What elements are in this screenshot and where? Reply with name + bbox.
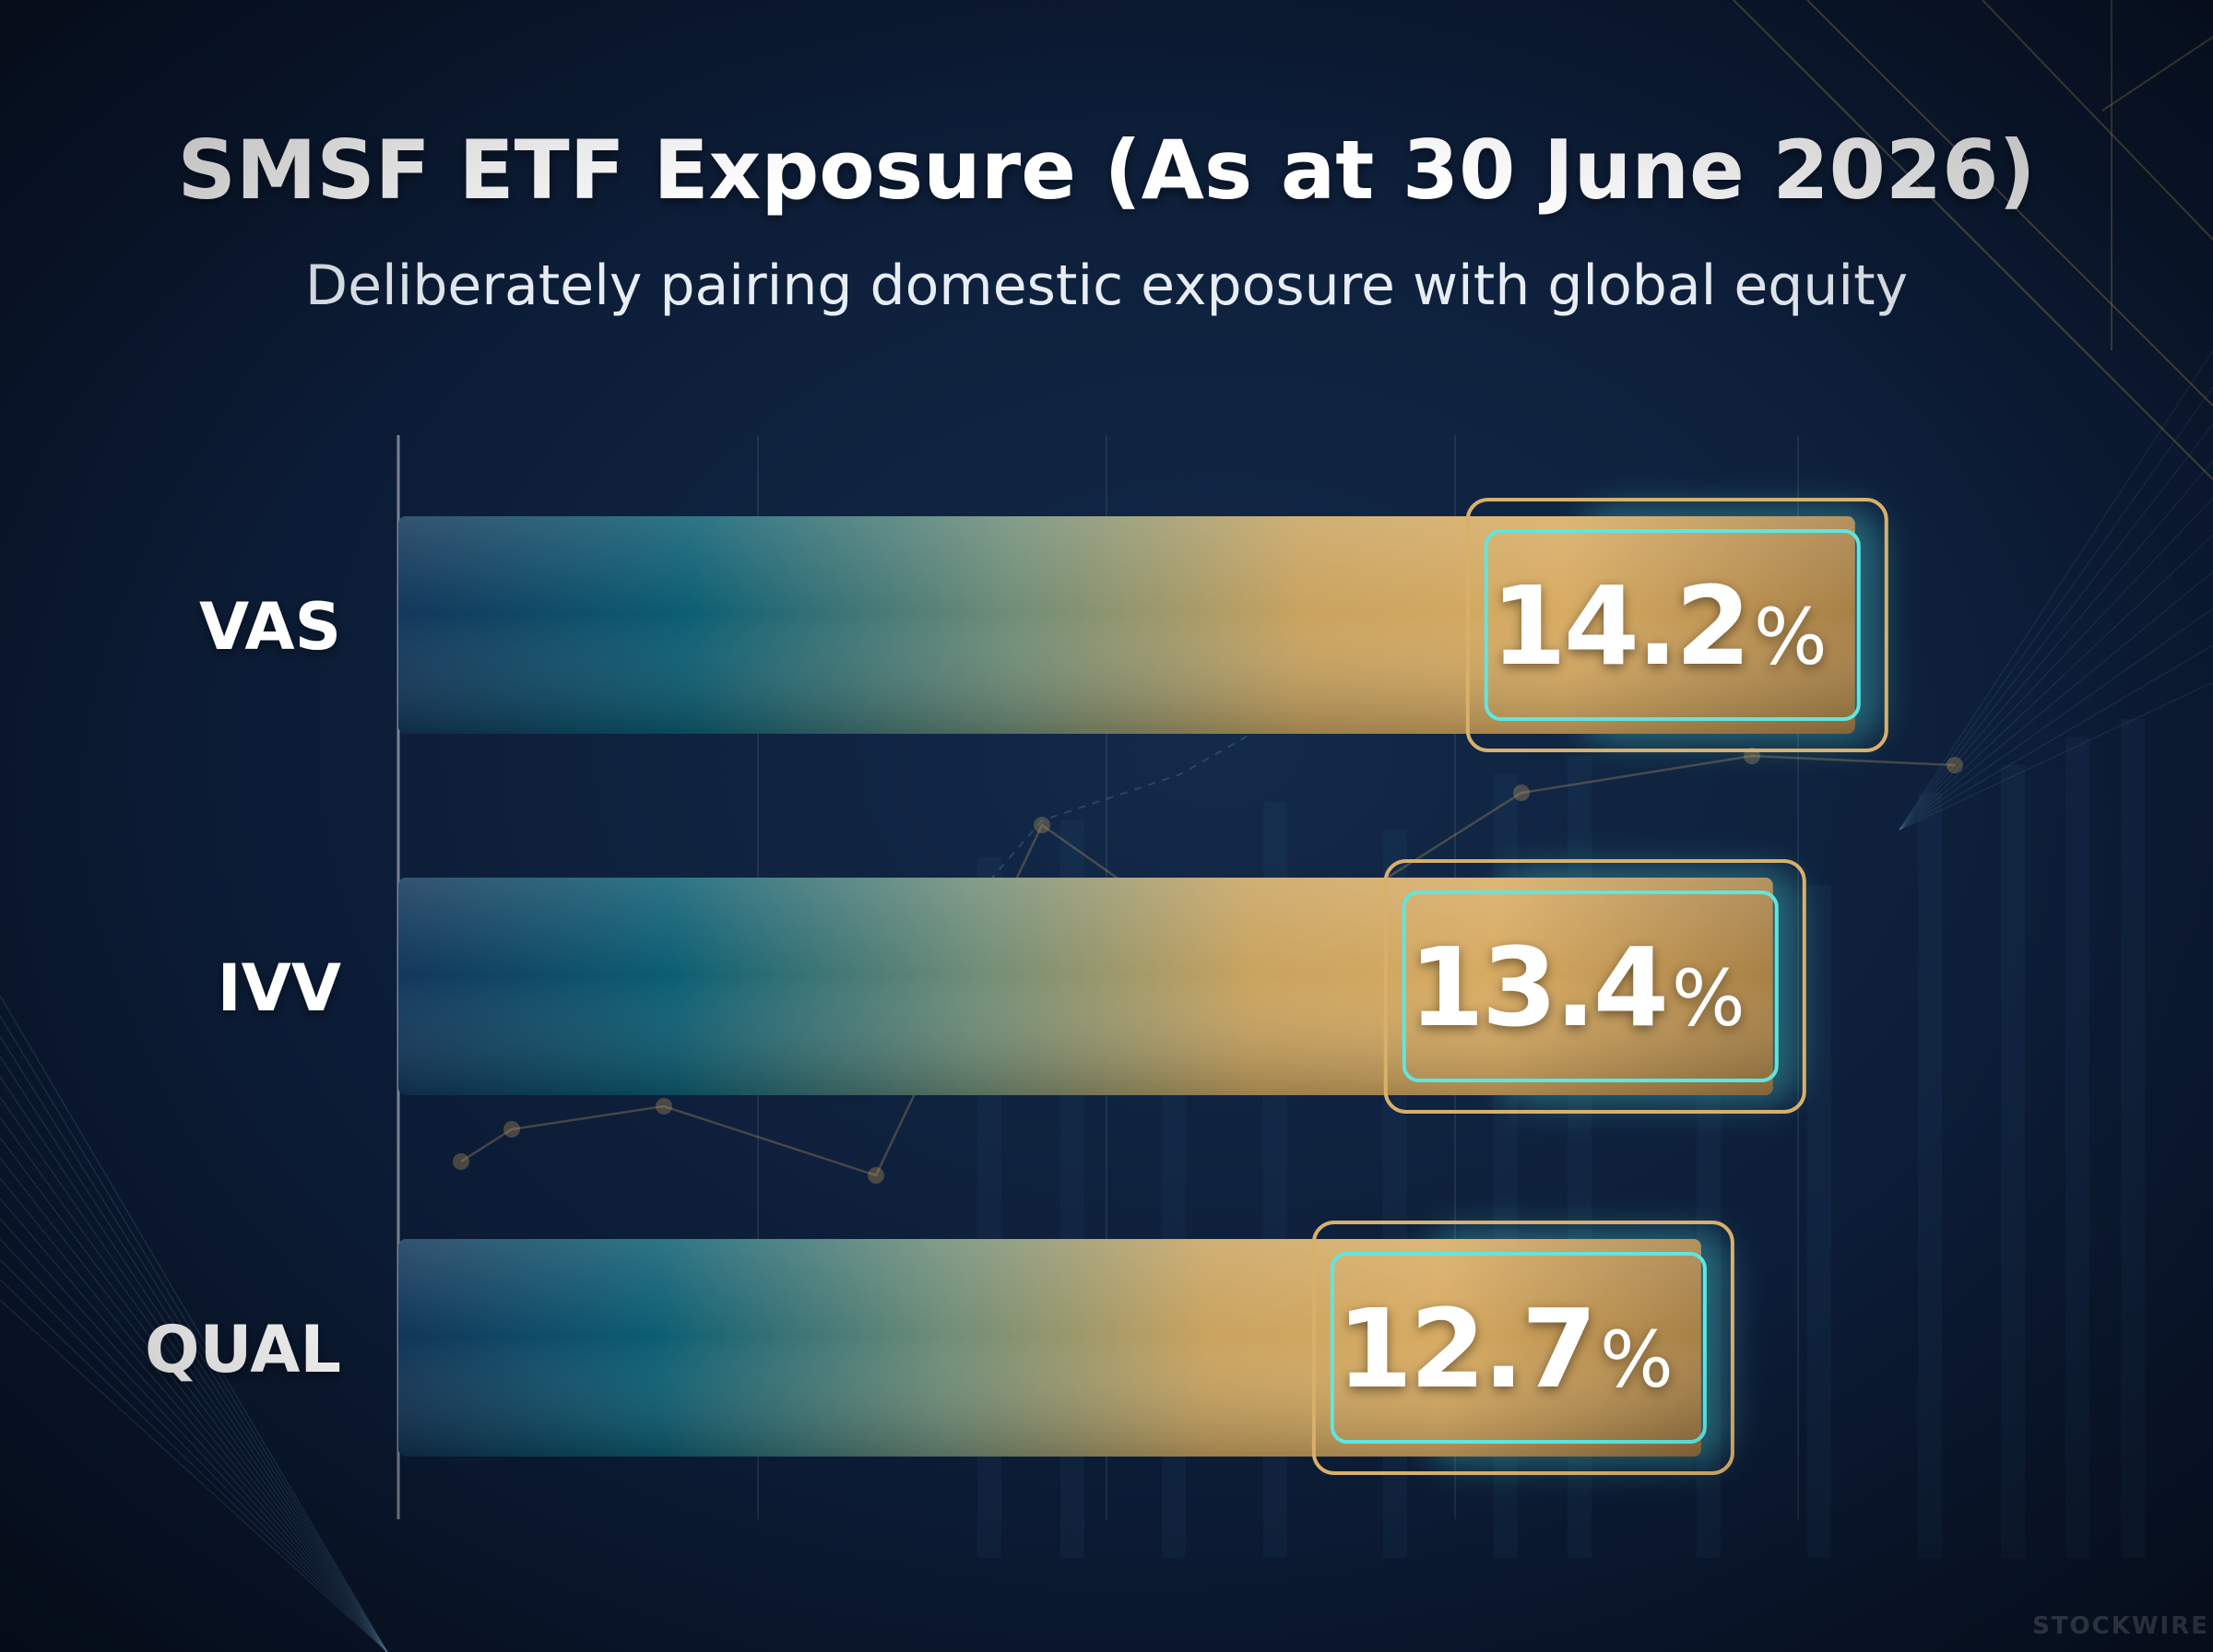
category-label-ivv: IVV xyxy=(218,950,341,1026)
deco-fan-line xyxy=(1899,460,2213,831)
deco-trend-dot xyxy=(1034,817,1050,833)
deco-fan-line xyxy=(1899,534,2213,831)
deco-fan-line xyxy=(1899,681,2213,831)
deco-gold-line xyxy=(1733,0,2213,480)
deco-fan-line xyxy=(0,1157,388,1652)
deco-trend-dot xyxy=(656,1098,672,1115)
deco-trend-dot xyxy=(1513,785,1530,801)
value-suffix: % xyxy=(1672,953,1746,1044)
category-labels: VAS IVV QUAL xyxy=(145,589,341,1387)
chart-title: SMSF ETF Exposure (As at 30 June 2026) xyxy=(177,123,2035,218)
deco-gold-line xyxy=(2101,36,2213,112)
deco-bg-column xyxy=(2121,719,2145,1558)
deco-trend-dot xyxy=(503,1121,520,1138)
deco-fan-line xyxy=(1899,571,2213,831)
bar-qual: 12.7% xyxy=(398,1221,1734,1475)
deco-bg-column xyxy=(1918,793,1942,1558)
deco-bg-column xyxy=(2065,738,2089,1558)
deco-trend-dot xyxy=(453,1153,469,1170)
deco-fan-line xyxy=(1899,386,2213,831)
deco-fan-line xyxy=(0,1177,388,1652)
deco-fan-line xyxy=(0,1238,388,1652)
deco-fan-line xyxy=(1899,644,2213,831)
value-suffix: % xyxy=(1600,1315,1674,1405)
value-suffix: % xyxy=(1754,592,1828,682)
value-number: 13.4 xyxy=(1409,924,1666,1051)
deco-fan-line xyxy=(1899,423,2213,831)
deco-trend-dot xyxy=(1947,757,1963,773)
chart-subtitle: Deliberately pairing domestic exposure w… xyxy=(305,254,1908,318)
bar-ivv: 13.4% xyxy=(398,859,1806,1114)
deco-bg-column xyxy=(1807,885,1831,1558)
deco-fan-line xyxy=(0,1198,388,1652)
category-label-qual: QUAL xyxy=(145,1312,341,1387)
value-number: 12.7 xyxy=(1337,1285,1594,1412)
deco-fan-line xyxy=(1899,608,2213,831)
deco-fan-line xyxy=(0,1137,388,1652)
deco-bg-column xyxy=(2001,765,2025,1558)
deco-fan-line xyxy=(1899,349,2213,831)
bars-group: 14.2%13.4%12.7% xyxy=(398,498,1888,1475)
watermark-logo: STOCKWIRE xyxy=(2032,1612,2209,1640)
deco-fan-line xyxy=(0,1218,388,1652)
bar-vas: 14.2% xyxy=(398,498,1888,752)
deco-trend-dot xyxy=(868,1167,884,1184)
deco-fan-line xyxy=(1899,497,2213,831)
value-number: 14.2 xyxy=(1491,562,1748,690)
category-label-vas: VAS xyxy=(199,589,341,665)
